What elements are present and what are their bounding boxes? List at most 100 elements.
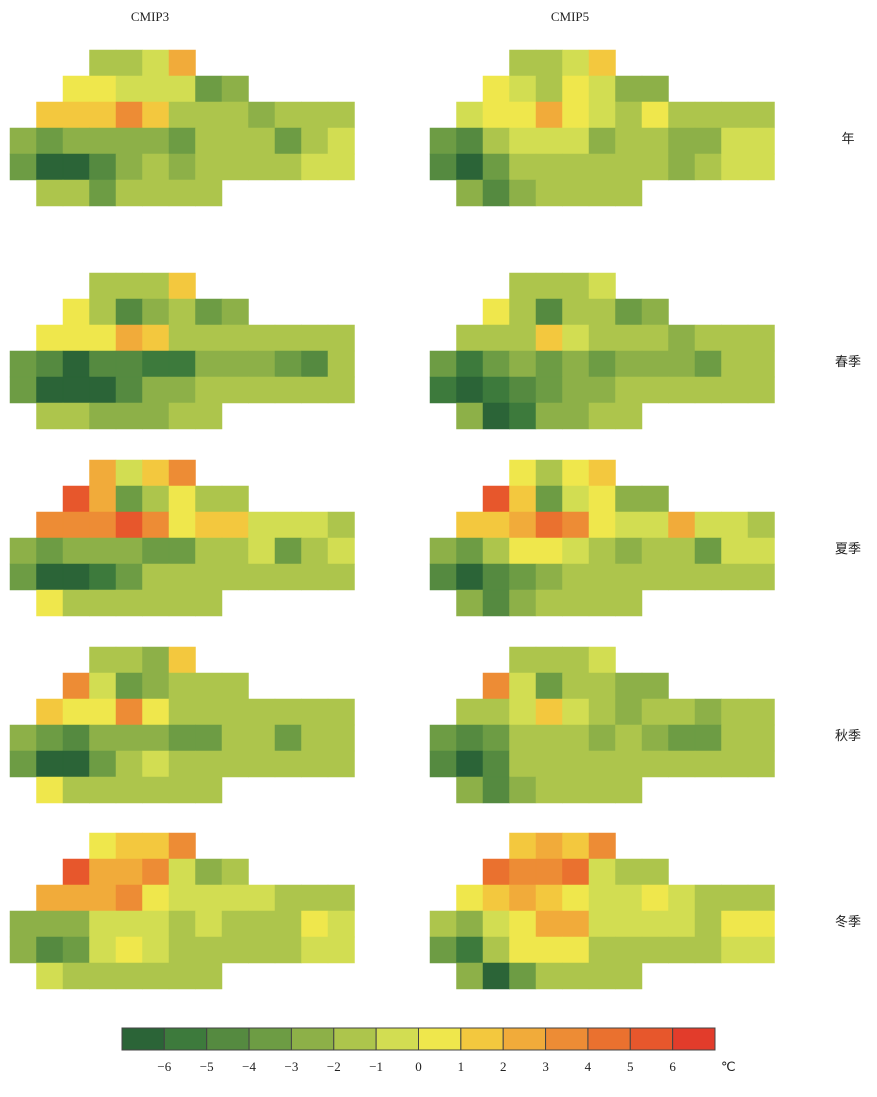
grid-cell bbox=[36, 101, 64, 129]
grid-cell bbox=[327, 910, 355, 938]
grid-cell bbox=[482, 298, 510, 326]
grid-cell bbox=[562, 698, 590, 726]
grid-cell bbox=[115, 698, 143, 726]
grid-cell bbox=[694, 153, 722, 181]
grid-cell bbox=[142, 75, 170, 103]
grid-cell bbox=[62, 153, 90, 181]
grid-cell bbox=[62, 910, 90, 938]
grid-cell bbox=[248, 153, 276, 181]
grid-cell bbox=[747, 324, 775, 352]
grid-cell bbox=[588, 884, 616, 912]
grid-cell bbox=[535, 75, 563, 103]
grid-cell bbox=[274, 101, 302, 129]
grid-cell bbox=[89, 589, 117, 617]
grid-cell bbox=[274, 350, 302, 378]
grid-cell bbox=[456, 127, 484, 155]
grid-cell bbox=[588, 376, 616, 404]
grid-cell bbox=[274, 750, 302, 778]
grid-cell bbox=[115, 511, 143, 539]
grid-cell bbox=[694, 511, 722, 539]
grid-cell bbox=[615, 511, 643, 539]
grid-cell bbox=[168, 376, 196, 404]
grid-cell bbox=[195, 298, 223, 326]
grid-cell bbox=[535, 272, 563, 300]
grid-cell bbox=[641, 724, 669, 752]
grid-cell bbox=[694, 884, 722, 912]
grid-cell bbox=[562, 537, 590, 565]
grid-cell bbox=[248, 750, 276, 778]
grid-cell bbox=[615, 589, 643, 617]
grid-cell bbox=[641, 537, 669, 565]
grid-cell bbox=[62, 298, 90, 326]
grid-cell bbox=[509, 832, 537, 860]
grid-cell bbox=[456, 350, 484, 378]
grid-cell bbox=[221, 858, 249, 886]
grid-cell bbox=[195, 724, 223, 752]
grid-cell bbox=[327, 101, 355, 129]
grid-cell bbox=[509, 589, 537, 617]
grid-cell bbox=[588, 858, 616, 886]
grid-cell bbox=[535, 672, 563, 700]
grid-cell bbox=[142, 127, 170, 155]
colorbar-box bbox=[333, 1027, 377, 1051]
grid-cell bbox=[168, 153, 196, 181]
grid-cell bbox=[62, 537, 90, 565]
grid-cell bbox=[142, 376, 170, 404]
grid-cell bbox=[456, 936, 484, 964]
grid-cell bbox=[482, 750, 510, 778]
grid-cell bbox=[588, 179, 616, 207]
grid-cell bbox=[482, 910, 510, 938]
grid-cell bbox=[588, 459, 616, 487]
grid-cell bbox=[248, 936, 276, 964]
grid-cell bbox=[168, 101, 196, 129]
grid-cell bbox=[535, 724, 563, 752]
grid-cell bbox=[274, 376, 302, 404]
grid-cell bbox=[274, 537, 302, 565]
grid-cell bbox=[429, 376, 457, 404]
grid-cell bbox=[168, 563, 196, 591]
grid-cell bbox=[36, 589, 64, 617]
grid-cell bbox=[62, 936, 90, 964]
grid-cell bbox=[668, 936, 696, 964]
grid-cell bbox=[509, 563, 537, 591]
grid-cell bbox=[641, 127, 669, 155]
grid-cell bbox=[168, 646, 196, 674]
grid-cell bbox=[694, 350, 722, 378]
grid-cell bbox=[168, 724, 196, 752]
grid-cell bbox=[456, 884, 484, 912]
grid-cell bbox=[562, 884, 590, 912]
grid-cell bbox=[9, 350, 37, 378]
grid-cell bbox=[142, 962, 170, 990]
grid-cell bbox=[641, 884, 669, 912]
grid-cell bbox=[168, 298, 196, 326]
grid-cell bbox=[221, 511, 249, 539]
grid-cell bbox=[535, 962, 563, 990]
grid-cell bbox=[115, 646, 143, 674]
grid-cell bbox=[588, 101, 616, 129]
grid-cell bbox=[562, 350, 590, 378]
grid-cell bbox=[482, 511, 510, 539]
grid-cell bbox=[89, 127, 117, 155]
grid-cell bbox=[89, 350, 117, 378]
grid-cell bbox=[615, 402, 643, 430]
grid-cell bbox=[168, 324, 196, 352]
grid-cell bbox=[482, 698, 510, 726]
grid-cell bbox=[168, 750, 196, 778]
grid-cell bbox=[482, 153, 510, 181]
grid-cell bbox=[429, 537, 457, 565]
grid-cell bbox=[721, 376, 749, 404]
grid-cell bbox=[456, 324, 484, 352]
colorbar-tick-label: 3 bbox=[542, 1059, 549, 1074]
grid-cell bbox=[429, 910, 457, 938]
grid-cell bbox=[89, 75, 117, 103]
grid-cell bbox=[694, 537, 722, 565]
grid-cell bbox=[142, 832, 170, 860]
grid-cell bbox=[721, 563, 749, 591]
grid-cell bbox=[562, 75, 590, 103]
grid-cell bbox=[641, 153, 669, 181]
grid-cell bbox=[588, 936, 616, 964]
grid-cell bbox=[248, 884, 276, 912]
grid-cell bbox=[115, 324, 143, 352]
grid-cell bbox=[615, 179, 643, 207]
grid-cell bbox=[142, 936, 170, 964]
